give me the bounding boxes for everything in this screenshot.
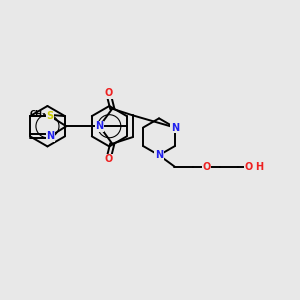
- Text: N: N: [171, 123, 179, 133]
- Text: O: O: [104, 154, 112, 164]
- Text: O: O: [245, 161, 253, 172]
- Text: H: H: [245, 161, 253, 172]
- Text: H: H: [255, 161, 263, 172]
- Text: N: N: [155, 150, 163, 160]
- Text: CH₃: CH₃: [30, 110, 46, 119]
- Text: O: O: [202, 161, 210, 172]
- Text: N: N: [46, 131, 54, 141]
- Text: S: S: [46, 111, 54, 121]
- Text: O: O: [104, 88, 112, 98]
- Text: N: N: [95, 121, 104, 131]
